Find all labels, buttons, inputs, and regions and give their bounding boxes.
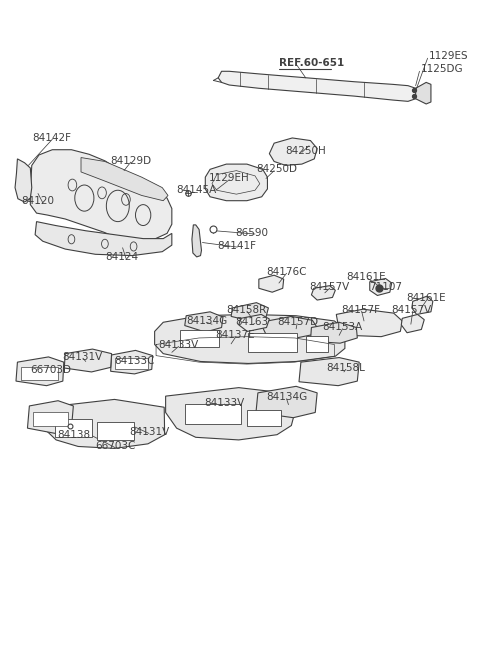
Polygon shape xyxy=(311,322,357,343)
Polygon shape xyxy=(205,164,267,200)
Polygon shape xyxy=(370,278,392,295)
Text: 66703D: 66703D xyxy=(30,365,72,375)
Text: 84163: 84163 xyxy=(235,317,268,328)
Bar xyxy=(97,422,133,440)
Bar xyxy=(247,410,281,426)
Bar xyxy=(185,404,241,424)
Polygon shape xyxy=(263,316,317,339)
Polygon shape xyxy=(401,314,424,333)
Polygon shape xyxy=(259,275,284,292)
Text: 84158R: 84158R xyxy=(227,305,266,315)
Bar xyxy=(115,358,148,369)
Polygon shape xyxy=(218,71,418,102)
Polygon shape xyxy=(299,358,359,386)
Text: 84134G: 84134G xyxy=(186,316,228,326)
Polygon shape xyxy=(15,159,32,202)
Bar xyxy=(55,419,92,438)
Bar xyxy=(21,367,58,380)
Polygon shape xyxy=(155,314,345,364)
Polygon shape xyxy=(64,349,112,372)
Bar xyxy=(248,333,297,352)
Polygon shape xyxy=(412,296,433,314)
Polygon shape xyxy=(312,286,336,300)
Text: 84176C: 84176C xyxy=(266,267,307,277)
Bar xyxy=(180,330,219,347)
Text: 84141F: 84141F xyxy=(217,241,256,251)
Text: 84134G: 84134G xyxy=(266,392,307,402)
Polygon shape xyxy=(416,83,431,104)
Polygon shape xyxy=(336,309,402,337)
Text: 84157V: 84157V xyxy=(309,282,349,292)
Polygon shape xyxy=(30,150,172,242)
Bar xyxy=(33,412,68,426)
Text: 84131V: 84131V xyxy=(62,352,102,362)
Polygon shape xyxy=(35,221,172,255)
Bar xyxy=(306,336,328,352)
Text: 1125DG: 1125DG xyxy=(420,64,463,74)
Text: 84133V: 84133V xyxy=(204,398,244,407)
Text: 84250H: 84250H xyxy=(285,146,326,156)
Polygon shape xyxy=(269,138,317,166)
Text: 84250D: 84250D xyxy=(256,164,298,174)
Text: 1129ES: 1129ES xyxy=(429,51,468,62)
Polygon shape xyxy=(231,303,268,321)
Text: 84157D: 84157D xyxy=(277,317,318,328)
Text: 86590: 86590 xyxy=(235,228,268,238)
Text: 84129D: 84129D xyxy=(111,156,152,166)
Polygon shape xyxy=(27,401,73,434)
Text: 1129EH: 1129EH xyxy=(209,174,250,183)
Text: REF.60-651: REF.60-651 xyxy=(279,58,344,67)
Text: 84161E: 84161E xyxy=(346,272,385,282)
Text: 71107: 71107 xyxy=(369,282,402,292)
Polygon shape xyxy=(166,388,296,440)
Text: 84158L: 84158L xyxy=(326,363,365,373)
Text: 84137E: 84137E xyxy=(215,330,254,341)
Text: 84124: 84124 xyxy=(105,252,138,262)
Polygon shape xyxy=(256,386,317,418)
Polygon shape xyxy=(185,312,223,332)
Text: 84142F: 84142F xyxy=(32,133,71,143)
Text: 84161E: 84161E xyxy=(406,293,446,303)
Text: 84138: 84138 xyxy=(57,430,90,440)
Text: 84153A: 84153A xyxy=(322,322,362,333)
Text: 66703C: 66703C xyxy=(96,441,136,451)
Text: 84133V: 84133V xyxy=(158,340,199,350)
Polygon shape xyxy=(239,314,269,331)
Text: 84157F: 84157F xyxy=(341,305,380,315)
Polygon shape xyxy=(192,225,202,257)
Text: 84157V: 84157V xyxy=(392,305,432,315)
Polygon shape xyxy=(44,400,165,449)
Text: 84131V: 84131V xyxy=(129,427,169,437)
Polygon shape xyxy=(81,158,168,200)
Text: 84145A: 84145A xyxy=(177,185,217,195)
Text: 84133C: 84133C xyxy=(114,356,155,367)
Text: 84120: 84120 xyxy=(21,196,54,206)
Polygon shape xyxy=(16,357,64,386)
Polygon shape xyxy=(111,350,153,374)
